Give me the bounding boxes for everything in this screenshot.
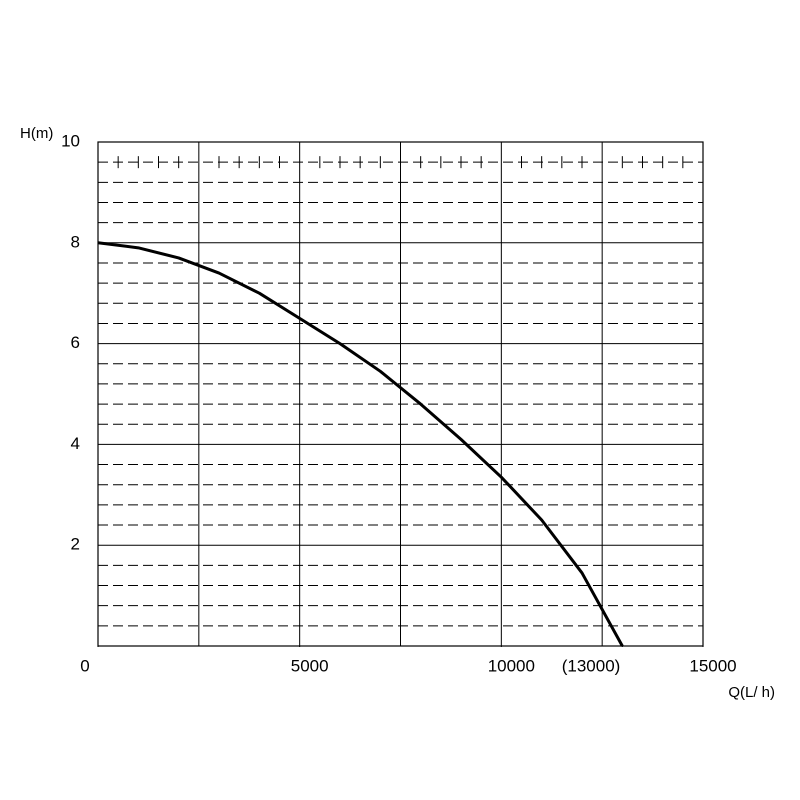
- y-tick-label: 6: [71, 333, 80, 352]
- y-tick-label: 8: [71, 232, 80, 251]
- y-tick-label: 4: [71, 434, 80, 453]
- y-tick-label: 10: [61, 131, 80, 150]
- x-tick-label: 15000: [689, 656, 736, 675]
- x-tick-label: 0: [80, 656, 89, 675]
- x-axis-label: Q(L/ h): [728, 684, 775, 701]
- plot-frame: [97, 141, 704, 647]
- curve: [97, 241, 624, 647]
- x-tick-label: 5000: [291, 656, 329, 675]
- x-tick-label: 10000: [488, 656, 535, 675]
- y-axis-label: H(m): [20, 125, 53, 142]
- y-tick-label: 2: [71, 535, 80, 554]
- x-tick-label: (13000): [562, 656, 621, 675]
